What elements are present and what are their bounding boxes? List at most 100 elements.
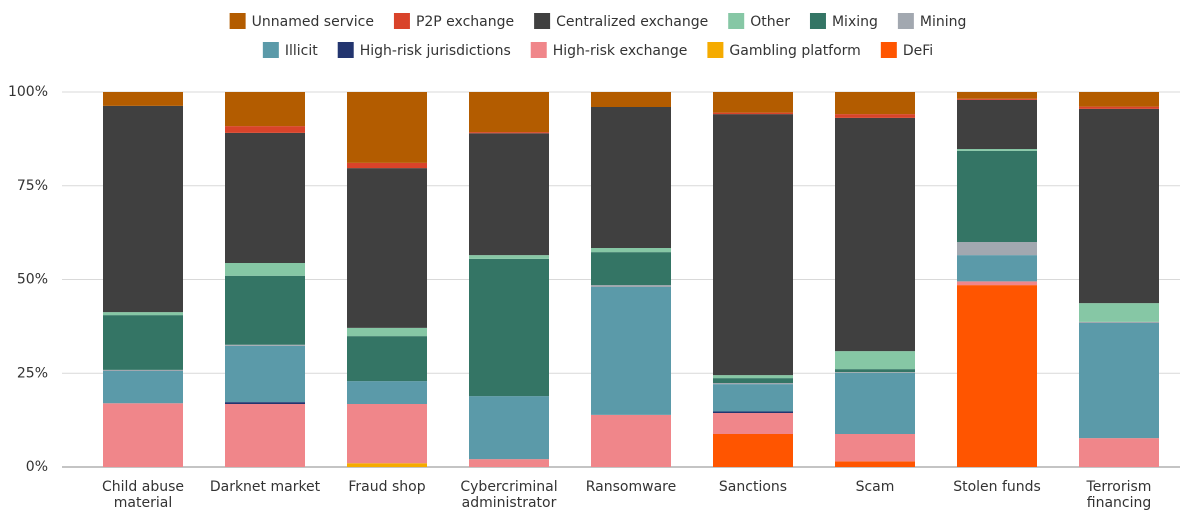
bar-segment [835, 114, 915, 118]
bar-segment [1079, 303, 1159, 322]
bar-segment [225, 263, 305, 276]
bar-segment [103, 92, 183, 106]
bar-segment [469, 255, 549, 259]
bar-segment [713, 112, 793, 115]
bar-segment [225, 404, 305, 467]
bar-segment [713, 375, 793, 379]
bar-segment [591, 285, 671, 287]
bar-segment [225, 344, 305, 346]
bar-segment [1079, 106, 1159, 109]
bar-segment [469, 459, 549, 467]
bar-segment [835, 372, 915, 434]
legend-swatch [393, 13, 410, 29]
legend-label: Centralized exchange [556, 14, 708, 30]
legend-label: Mixing [832, 14, 878, 30]
bar-segment [225, 402, 305, 404]
legend-swatch [534, 13, 551, 29]
x-tick-label: Scam [855, 479, 895, 495]
legend-label: Mining [920, 14, 967, 30]
legend-label: Unnamed service [252, 14, 374, 30]
bar-segment [225, 92, 305, 127]
bar-segment [713, 411, 793, 413]
bar-segment [957, 285, 1037, 467]
bar-segment [713, 383, 793, 385]
bar-segment [713, 434, 793, 467]
bar-segment [835, 351, 915, 370]
bar-segment [225, 132, 305, 263]
bar-segment [347, 162, 427, 169]
bar-segment [469, 92, 549, 133]
bar-segment [469, 396, 549, 460]
bar-segment [957, 92, 1037, 99]
legend-label: High-risk jurisdictions [360, 43, 511, 59]
x-tick-label: Darknet market [209, 479, 321, 495]
legend-label: Other [750, 14, 790, 30]
bar-segment [835, 369, 915, 373]
legend-label: Gambling platform [729, 43, 860, 59]
legend-label: Illicit [285, 43, 318, 59]
bar-segment [103, 371, 183, 404]
bar-segment [957, 98, 1037, 100]
bar-segment [591, 252, 671, 286]
bar-segment [103, 315, 183, 370]
legend-label: P2P exchange [416, 14, 514, 30]
legend-swatch [809, 13, 826, 29]
legend-swatch [880, 42, 897, 58]
bar-segment [225, 275, 305, 345]
bar-segment [103, 369, 183, 371]
x-tick-label: Stolen funds [953, 479, 1041, 495]
legend-swatch [897, 13, 914, 29]
bar-segment [591, 414, 671, 467]
bar-segment [469, 133, 549, 256]
bar-segment [347, 463, 427, 467]
legend-swatch [337, 42, 354, 58]
bar-segment [957, 281, 1037, 286]
bar-segment [103, 312, 183, 316]
x-tick-label: Fraud shop [348, 479, 426, 495]
bar-segment [591, 107, 671, 248]
legend-swatch [262, 42, 279, 58]
bar-segment [347, 168, 427, 328]
bar-segment [1079, 321, 1159, 323]
bar-segment [347, 404, 427, 464]
bar-segment [469, 132, 549, 134]
x-tick-label: Ransomware [585, 479, 677, 495]
y-tick-label: 0% [26, 459, 48, 475]
bar-segment [835, 434, 915, 462]
bar-segment [591, 92, 671, 107]
y-tick-label: 50% [17, 272, 48, 288]
bar-segment [1079, 323, 1159, 439]
bar-segment [835, 92, 915, 115]
bar-segment [347, 381, 427, 404]
bar-segment [957, 242, 1037, 256]
y-tick-label: 75% [17, 178, 48, 194]
bar-segment [713, 114, 793, 376]
legend-swatch [229, 13, 246, 29]
bar-segment [103, 403, 183, 467]
bar-segment [957, 149, 1037, 151]
bar-segment [835, 117, 915, 352]
legend-label: High-risk exchange [553, 43, 688, 59]
bar-segment [103, 105, 183, 313]
bar-segment [713, 413, 793, 434]
bar-segment [1079, 108, 1159, 304]
legend-swatch [707, 42, 724, 58]
x-tick-label: Terrorism financing [1086, 479, 1152, 511]
bar-segment [591, 287, 671, 415]
bar-segment [713, 384, 793, 412]
legend-swatch [530, 42, 547, 58]
x-tick-label: Cybercriminal administrator [460, 479, 558, 511]
bar-segment [957, 99, 1037, 149]
bar-segment [225, 345, 305, 403]
x-tick-label: Child abuse material [101, 479, 184, 511]
y-tick-label: 100% [8, 84, 48, 100]
bar-segment [347, 336, 427, 382]
bar-segment [591, 248, 671, 253]
bar-segment [957, 255, 1037, 282]
bar-segment [347, 327, 427, 337]
bar-segment [957, 150, 1037, 242]
bar-segment [835, 461, 915, 467]
y-tick-label: 25% [17, 365, 48, 381]
bar-segment [347, 92, 427, 163]
